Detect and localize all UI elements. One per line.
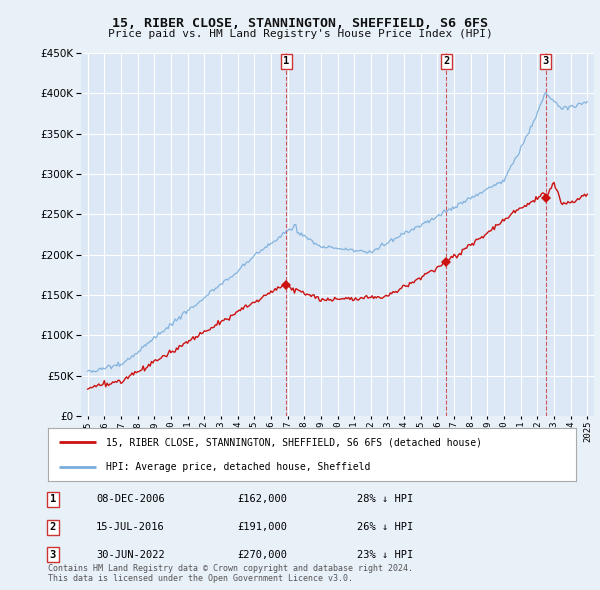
Text: 26% ↓ HPI: 26% ↓ HPI <box>357 522 413 532</box>
Text: 3: 3 <box>50 550 56 560</box>
Text: Price paid vs. HM Land Registry's House Price Index (HPI): Price paid vs. HM Land Registry's House … <box>107 29 493 39</box>
Text: £162,000: £162,000 <box>237 494 287 504</box>
Text: £191,000: £191,000 <box>237 522 287 532</box>
Text: 08-DEC-2006: 08-DEC-2006 <box>96 494 165 504</box>
Text: 1: 1 <box>283 56 289 66</box>
Text: 2: 2 <box>50 522 56 532</box>
Text: 15-JUL-2016: 15-JUL-2016 <box>96 522 165 532</box>
Text: 1: 1 <box>50 494 56 504</box>
Text: HPI: Average price, detached house, Sheffield: HPI: Average price, detached house, Shef… <box>106 461 370 471</box>
Text: 15, RIBER CLOSE, STANNINGTON, SHEFFIELD, S6 6FS: 15, RIBER CLOSE, STANNINGTON, SHEFFIELD,… <box>112 17 488 30</box>
Text: 2: 2 <box>443 56 449 66</box>
Text: 15, RIBER CLOSE, STANNINGTON, SHEFFIELD, S6 6FS (detached house): 15, RIBER CLOSE, STANNINGTON, SHEFFIELD,… <box>106 437 482 447</box>
Text: Contains HM Land Registry data © Crown copyright and database right 2024.
This d: Contains HM Land Registry data © Crown c… <box>48 563 413 583</box>
Text: £270,000: £270,000 <box>237 550 287 560</box>
Text: 23% ↓ HPI: 23% ↓ HPI <box>357 550 413 560</box>
Text: 3: 3 <box>542 56 548 66</box>
Text: 28% ↓ HPI: 28% ↓ HPI <box>357 494 413 504</box>
Text: 30-JUN-2022: 30-JUN-2022 <box>96 550 165 560</box>
